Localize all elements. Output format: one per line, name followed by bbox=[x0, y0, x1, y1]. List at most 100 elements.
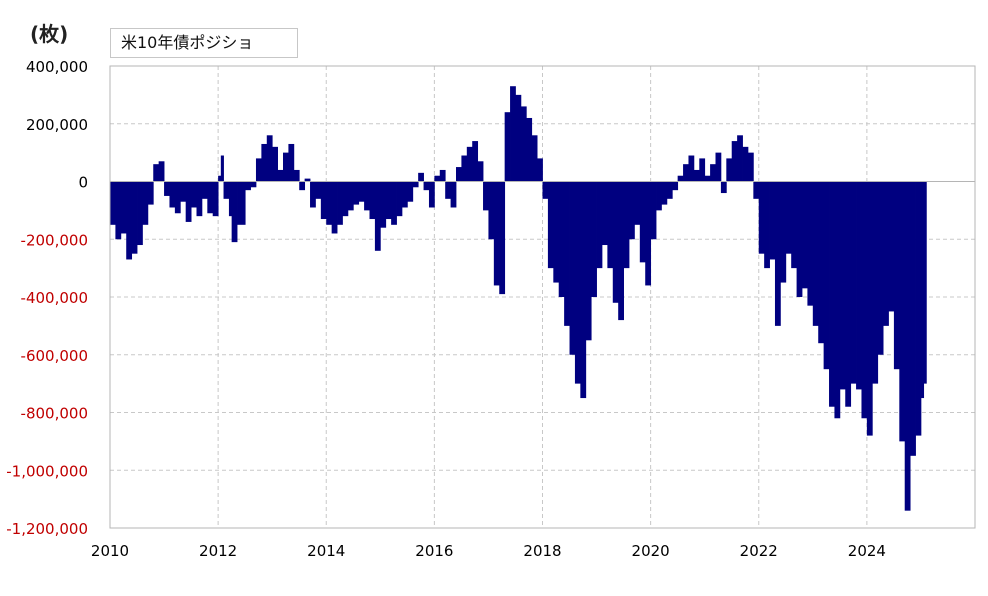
x-tick-label: 2024 bbox=[848, 542, 886, 560]
bars-layer bbox=[110, 86, 927, 511]
bar bbox=[715, 152, 722, 182]
bar bbox=[764, 181, 770, 269]
bar bbox=[769, 181, 776, 260]
bar bbox=[434, 175, 441, 182]
bar bbox=[401, 181, 408, 208]
bar bbox=[320, 181, 327, 220]
bar bbox=[672, 181, 679, 191]
bar bbox=[877, 181, 884, 355]
bar bbox=[720, 181, 727, 194]
bar bbox=[164, 181, 170, 196]
y-tick-label: -1,200,000 bbox=[6, 520, 88, 538]
bar bbox=[445, 181, 451, 199]
bar bbox=[683, 164, 689, 182]
bar bbox=[450, 181, 457, 208]
bar bbox=[818, 181, 825, 344]
x-tick-label: 2022 bbox=[740, 542, 778, 560]
bar bbox=[277, 169, 284, 182]
bar bbox=[466, 146, 473, 182]
bar bbox=[369, 181, 376, 220]
bar bbox=[137, 181, 143, 246]
bar bbox=[385, 181, 392, 220]
bar bbox=[207, 181, 214, 214]
bar bbox=[223, 181, 230, 199]
bar bbox=[747, 152, 754, 182]
bar bbox=[677, 175, 684, 182]
bar bbox=[337, 181, 343, 225]
bar bbox=[564, 181, 570, 326]
bar bbox=[591, 181, 597, 297]
bar bbox=[823, 181, 830, 370]
bar bbox=[574, 181, 581, 384]
bar bbox=[553, 181, 560, 283]
bar bbox=[126, 181, 133, 260]
bar bbox=[785, 181, 792, 254]
bar bbox=[423, 181, 430, 191]
bar bbox=[255, 158, 262, 182]
bar bbox=[515, 94, 522, 182]
bar bbox=[923, 181, 927, 384]
bar bbox=[580, 181, 587, 399]
bar bbox=[558, 181, 565, 297]
bar bbox=[812, 181, 819, 326]
bar bbox=[883, 181, 889, 326]
bar bbox=[861, 181, 868, 419]
bar bbox=[829, 181, 835, 407]
bar bbox=[299, 181, 306, 191]
bar bbox=[418, 172, 424, 182]
bar bbox=[293, 169, 300, 182]
bar bbox=[353, 181, 360, 205]
bar bbox=[710, 164, 716, 182]
bar bbox=[439, 169, 446, 182]
bar bbox=[845, 181, 852, 407]
bar bbox=[477, 161, 484, 182]
bar bbox=[618, 181, 624, 321]
y-tick-label: -400,000 bbox=[21, 289, 88, 307]
y-tick-label: -600,000 bbox=[21, 347, 88, 365]
x-tick-label: 2010 bbox=[91, 542, 129, 560]
bar bbox=[899, 181, 906, 442]
x-tick-label: 2016 bbox=[415, 542, 453, 560]
bar bbox=[493, 181, 500, 286]
bar bbox=[910, 181, 916, 456]
bar bbox=[796, 181, 803, 297]
bar bbox=[142, 181, 149, 225]
bar bbox=[288, 143, 295, 182]
bar bbox=[753, 181, 760, 199]
bar bbox=[169, 181, 176, 208]
bar bbox=[231, 181, 238, 243]
bar bbox=[250, 181, 257, 188]
bar bbox=[158, 161, 165, 182]
ticks-layer: 400,000 200,000 0 -200,000 -400,000 -600,000 -… bbox=[6, 58, 886, 560]
bar bbox=[185, 181, 192, 222]
bar bbox=[245, 181, 251, 191]
legend-entry: 米10年債ポジショ bbox=[121, 33, 254, 52]
bar bbox=[212, 181, 219, 217]
bar bbox=[531, 135, 538, 182]
bar bbox=[569, 181, 576, 355]
bar bbox=[888, 181, 895, 312]
bar bbox=[774, 181, 781, 326]
bar bbox=[261, 143, 268, 182]
bar bbox=[407, 181, 414, 202]
bar bbox=[412, 181, 419, 188]
bar bbox=[688, 155, 695, 182]
bar bbox=[704, 175, 711, 182]
bar bbox=[737, 135, 743, 182]
bar bbox=[904, 181, 911, 511]
bar bbox=[110, 181, 116, 225]
bar bbox=[650, 181, 657, 240]
bar bbox=[120, 181, 127, 234]
bar bbox=[834, 181, 841, 419]
bar bbox=[893, 181, 900, 370]
bar bbox=[326, 181, 333, 225]
bar bbox=[153, 164, 160, 182]
bar bbox=[780, 181, 787, 283]
axes-layer bbox=[109, 65, 976, 529]
bar bbox=[547, 181, 554, 269]
bar bbox=[147, 181, 154, 205]
bar bbox=[693, 169, 700, 182]
bar bbox=[315, 181, 322, 199]
